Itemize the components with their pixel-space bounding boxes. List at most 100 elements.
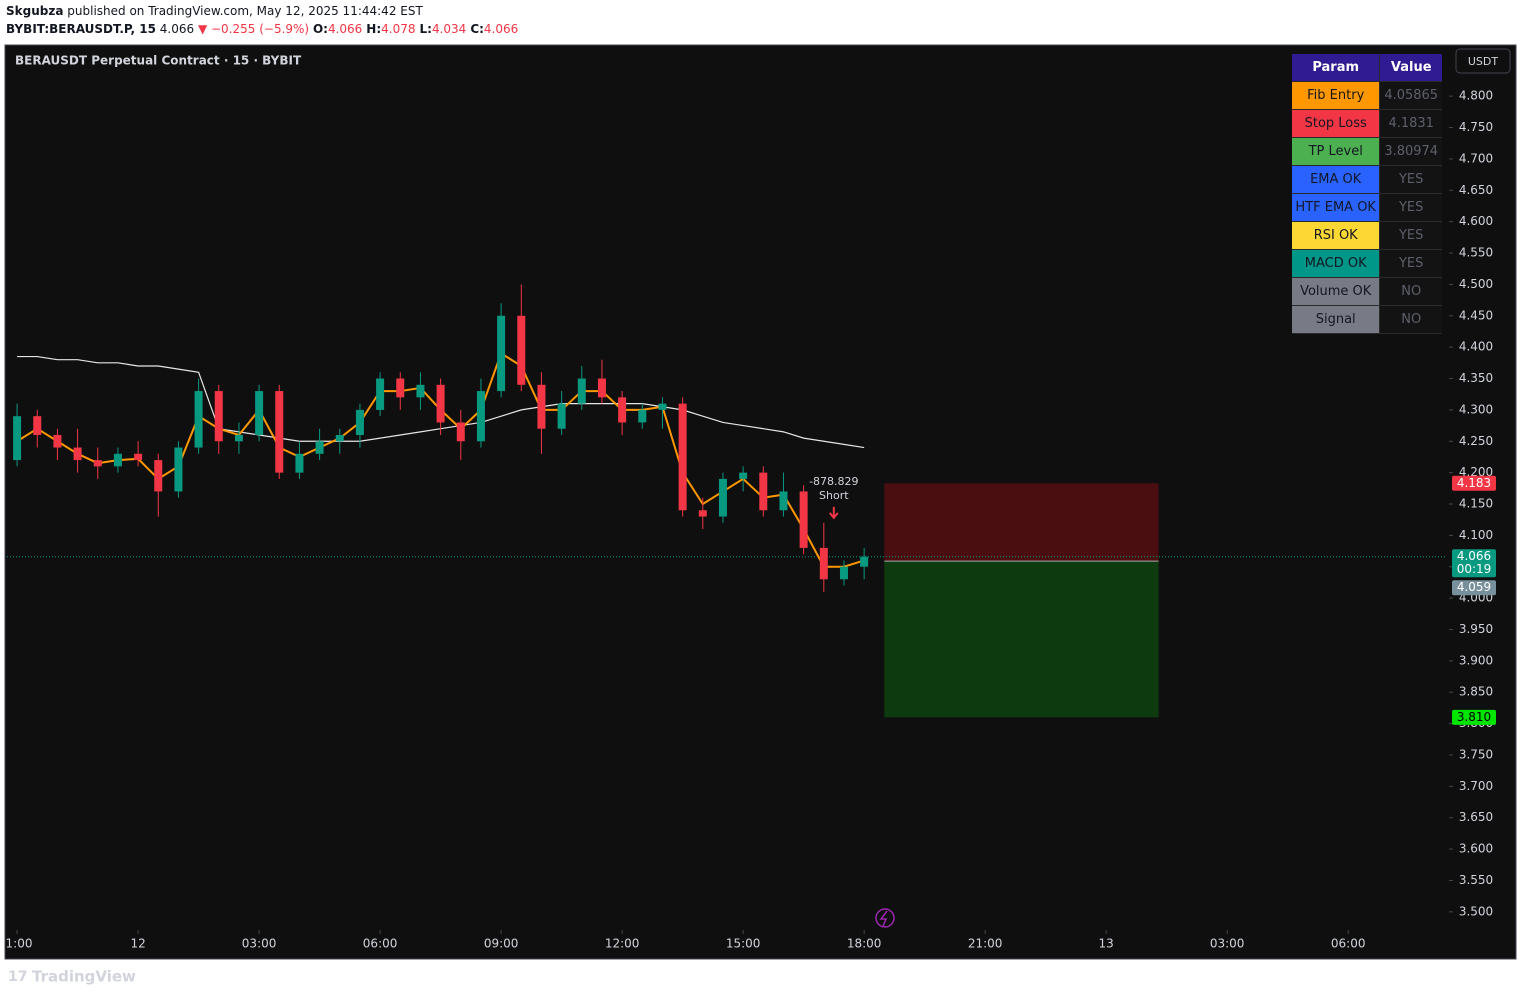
candle-body: [557, 403, 566, 429]
currency[interactable]: USDT: [1468, 55, 1499, 68]
candle-body: [396, 378, 405, 398]
candle-body: [436, 384, 445, 423]
table-row: Signal NO: [1292, 306, 1442, 334]
candle-body: [416, 384, 425, 398]
price-label-box: [1452, 549, 1496, 578]
currency-button[interactable]: [1455, 48, 1511, 74]
y-tick-label: 3.750: [1459, 747, 1493, 761]
param-table: Param Value Fib Entry 4.05865 Stop Loss 4.183…: [1292, 54, 1442, 334]
param-cell: HTF EMA OK: [1292, 194, 1380, 221]
price-label: 4.183: [1457, 476, 1491, 490]
countdown: 00:19: [1457, 562, 1492, 576]
y-tick-label: 3.850: [1459, 685, 1493, 699]
candle-body: [13, 416, 22, 461]
x-tick-label: 15:00: [726, 937, 761, 951]
y-tick-label: 4.200: [1459, 465, 1493, 479]
stop-zone: [884, 483, 1159, 562]
publish-line: Skgubza published on TradingView.com, Ma…: [6, 4, 423, 18]
candle-body: [597, 378, 606, 398]
value-cell: 4.05865: [1379, 82, 1442, 109]
plot-area: [7, 284, 1447, 718]
table-row: Volume OK NO: [1292, 278, 1442, 306]
x-tick-label: 06:00: [363, 937, 398, 951]
y-tick-label: 4.150: [1459, 496, 1493, 510]
table-row: TP Level 3.80974: [1292, 138, 1442, 166]
candle-body: [194, 391, 203, 448]
short-arrow: [829, 506, 839, 520]
annotation: Short: [819, 489, 849, 502]
published: published on TradingView.com, May 12, 20…: [67, 4, 423, 18]
symbol: BYBIT:BERAUSDT.P, 15: [6, 22, 156, 36]
alert-icon[interactable]: [875, 908, 895, 928]
value-cell: YES: [1379, 194, 1442, 221]
param-cell: EMA OK: [1292, 166, 1380, 193]
ohlc-value: 4.066: [327, 22, 363, 36]
x-tick-label: 12: [130, 937, 145, 951]
candle-body: [355, 409, 364, 435]
y-tick-label: 3.600: [1459, 842, 1493, 856]
y-tick-label: 4.450: [1459, 308, 1493, 322]
x-tick-label: 03:00: [242, 937, 277, 951]
candle-body: [174, 447, 183, 492]
param-cell: Volume OK: [1292, 278, 1380, 305]
candle-body: [799, 491, 808, 548]
value-cell: YES: [1379, 166, 1442, 193]
price-label: 4.066: [1457, 549, 1491, 563]
candle-body: [234, 434, 243, 442]
candle-body: [678, 403, 687, 511]
candle-body: [759, 472, 768, 511]
y-tick-label: 3.700: [1459, 779, 1493, 793]
x-tick-label: 1:00: [6, 937, 33, 951]
x-tick-label: 09:00: [484, 937, 519, 951]
y-tick-label: 3.500: [1459, 904, 1493, 918]
last: 4.066: [159, 22, 195, 36]
x-tick-label: 18:00: [847, 937, 882, 951]
price-label-box: [1452, 709, 1496, 725]
candle-body: [638, 409, 647, 423]
table-row: Stop Loss 4.1831: [1292, 110, 1442, 138]
symbol-line: BYBIT:BERAUSDT.P, 15 4.066 ▼ −0.255 (−5.…: [6, 22, 522, 36]
ohlc-value: 4.034: [431, 22, 467, 36]
param-cell: Signal: [1292, 306, 1380, 333]
y-tick-label: 3.950: [1459, 622, 1493, 636]
price-label-box: [1452, 580, 1496, 596]
ohlc-value: 4.066: [483, 22, 519, 36]
y-tick-label: 4.650: [1459, 183, 1493, 197]
x-tick-label: 13: [1099, 937, 1114, 951]
ohlc-label: H:: [366, 22, 382, 36]
y-tick-label: 3.550: [1459, 873, 1493, 887]
price-label: 3.810: [1457, 710, 1491, 724]
candle-body: [295, 453, 304, 473]
y-tick-label: 4.550: [1459, 246, 1493, 260]
param-cell: RSI OK: [1292, 222, 1380, 249]
candle-body: [819, 547, 828, 580]
y-tick-label: 4.350: [1459, 371, 1493, 385]
y-tick-label: 4.500: [1459, 277, 1493, 291]
candle-body: [154, 460, 163, 492]
y-tick-label: 3.650: [1459, 810, 1493, 824]
candle-body: [577, 378, 586, 404]
candle-body: [618, 397, 627, 423]
candle-body: [53, 434, 62, 448]
x-tick-label: 21:00: [968, 937, 1003, 951]
price-label: 4.059: [1457, 580, 1491, 594]
candle-body: [537, 384, 546, 429]
candle-body: [739, 472, 748, 479]
candle-body: [860, 556, 869, 567]
candle-body: [113, 453, 122, 467]
value-cell: NO: [1379, 278, 1442, 305]
x-tick-label: 12:00: [605, 937, 640, 951]
table-row: MACD OK YES: [1292, 250, 1442, 278]
value-cell: NO: [1379, 306, 1442, 333]
header-cell: Param: [1292, 54, 1380, 81]
author: Skgubza: [6, 4, 64, 18]
table-row: HTF EMA OK YES: [1292, 194, 1442, 222]
candle-body: [376, 378, 385, 410]
table-row: Fib Entry 4.05865: [1292, 82, 1442, 110]
price-label-box: [1452, 475, 1496, 491]
candle-body: [779, 491, 788, 511]
footer-logo[interactable]: TradingView: [32, 968, 136, 986]
y-tick-label: 4.400: [1459, 340, 1493, 354]
